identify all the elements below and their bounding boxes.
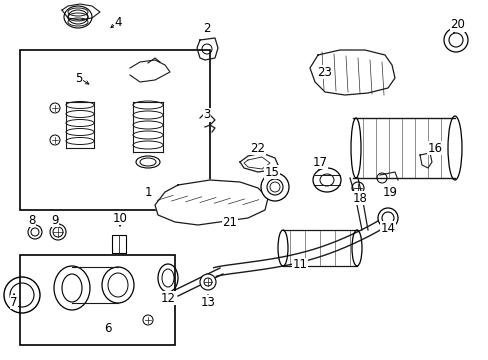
Text: 2: 2 [203,22,210,35]
Polygon shape [240,153,278,172]
Text: 21: 21 [222,216,237,229]
Text: 9: 9 [51,213,59,226]
Text: 6: 6 [104,321,112,334]
Circle shape [28,225,42,239]
Circle shape [443,28,467,52]
Text: 12: 12 [160,292,175,305]
Text: 8: 8 [28,213,36,226]
Circle shape [200,274,216,290]
Text: 11: 11 [292,258,307,271]
Circle shape [50,224,66,240]
Text: 15: 15 [264,166,279,179]
Polygon shape [309,50,394,95]
Text: 4: 4 [114,15,122,28]
Polygon shape [213,215,393,276]
Text: 5: 5 [75,72,82,85]
Circle shape [377,208,397,228]
Text: 7: 7 [10,296,18,309]
Circle shape [261,173,288,201]
Bar [112,235,126,253]
Text: 20: 20 [449,18,465,31]
Text: 10: 10 [112,211,127,225]
Text: 19: 19 [382,185,397,198]
Text: 14: 14 [380,221,395,234]
Text: 22: 22 [250,141,265,154]
Bar [20,50,209,210]
Bar [355,118,454,178]
Text: 23: 23 [317,66,332,78]
Polygon shape [155,180,267,225]
Text: 16: 16 [427,141,442,154]
Text: 3: 3 [203,108,210,122]
Text: 13: 13 [200,296,215,309]
Bar [20,255,175,345]
Text: 17: 17 [312,156,327,168]
Text: 18: 18 [352,192,366,204]
Text: 1: 1 [144,186,151,199]
Circle shape [4,277,40,313]
